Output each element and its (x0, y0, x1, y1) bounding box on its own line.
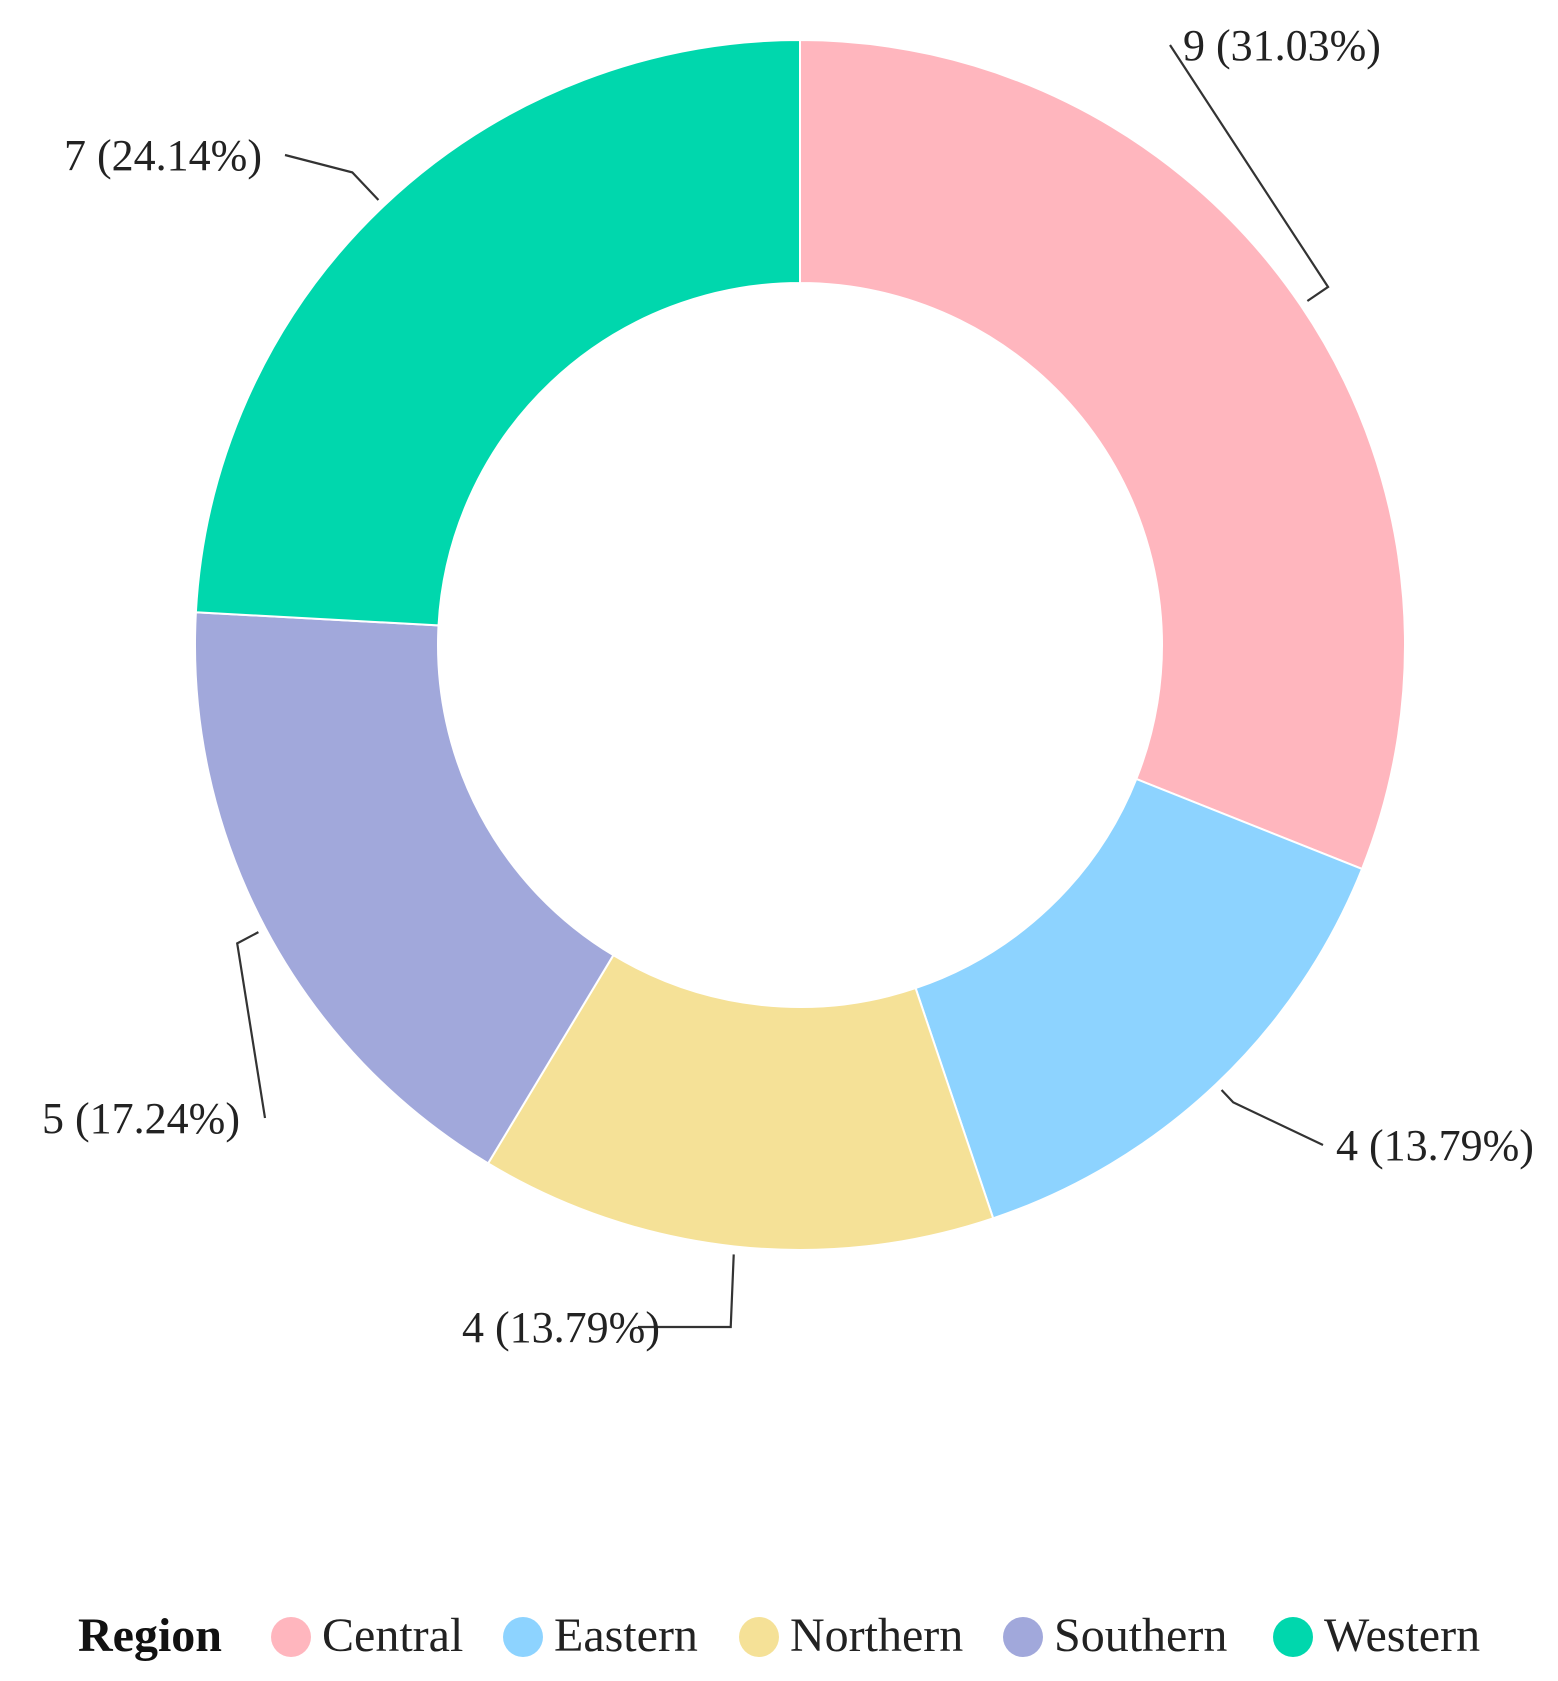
legend-swatch-western (1273, 1617, 1313, 1657)
slice-central (799, 38, 1406, 871)
legend-label-eastern: Eastern (554, 1609, 698, 1662)
leader-line-western (284, 153, 380, 201)
data-label-eastern: 4 (13.79%) (1336, 1121, 1534, 1170)
legend-label-western: Western (1324, 1609, 1480, 1662)
legend-item-western: Western (1273, 1609, 1480, 1662)
legend-item-central: Central (271, 1609, 463, 1662)
legend-swatch-northern (739, 1617, 779, 1657)
legend-item-northern: Northern (739, 1609, 963, 1662)
slice-southern (194, 611, 615, 1165)
legend-item-eastern: Eastern (503, 1609, 698, 1662)
slice-western (194, 38, 801, 627)
slice-northern (486, 953, 995, 1251)
donut-slices (194, 38, 1406, 1251)
data-label-northern: 4 (13.79%) (462, 1303, 660, 1352)
legend: Region Central Eastern Northern Southern Wes… (78, 1609, 1480, 1662)
data-label-central: 9 (31.03%) (1183, 21, 1381, 70)
legend-label-northern: Northern (790, 1609, 963, 1662)
data-label-western: 7 (24.14%) (64, 131, 262, 180)
legend-swatch-southern (1003, 1617, 1043, 1657)
leader-line-eastern (1220, 1089, 1324, 1146)
legend-items: Central Eastern Northern Southern Western (271, 1609, 1480, 1662)
slice-eastern (914, 777, 1364, 1220)
legend-label-southern: Southern (1054, 1609, 1227, 1662)
legend-item-southern: Southern (1003, 1609, 1227, 1662)
legend-swatch-eastern (503, 1617, 543, 1657)
legend-title: Region (78, 1609, 222, 1662)
slice-labels: 9 (31.03%) 4 (13.79%) 4 (13.79%) 5 (17.24%)… (42, 21, 1534, 1352)
legend-label-central: Central (322, 1609, 463, 1662)
leader-line-northern (638, 1254, 735, 1329)
data-label-southern: 5 (17.24%) (42, 1094, 240, 1143)
legend-swatch-central (271, 1617, 311, 1657)
leader-line-southern (235, 931, 267, 1119)
leader-lines (235, 44, 1330, 1329)
leader-line-central (1169, 44, 1330, 302)
